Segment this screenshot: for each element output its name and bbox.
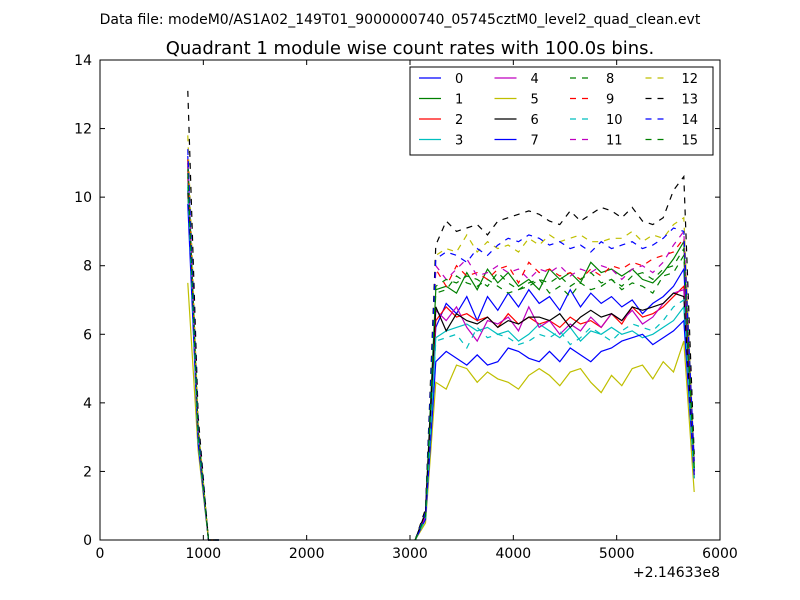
- series-line-11: [414, 229, 695, 541]
- series-line-10: [414, 298, 695, 541]
- series-line-2: [414, 284, 695, 541]
- legend-label-13: 13: [682, 93, 699, 108]
- series-line-7: [414, 319, 695, 541]
- series-line-3: [414, 305, 695, 541]
- legend-label-1: 1: [455, 93, 463, 108]
- series-line-9: [414, 236, 695, 541]
- y-tick-label: 2: [83, 464, 92, 480]
- y-tick-label: 10: [74, 190, 92, 206]
- series-line-15: [414, 246, 695, 541]
- legend-label-10: 10: [606, 113, 623, 128]
- series-line-6: [414, 292, 695, 541]
- legend-label-5: 5: [531, 93, 539, 108]
- y-tick-label: 4: [83, 396, 92, 412]
- series-line-12: [414, 216, 695, 541]
- legend-label-2: 2: [455, 113, 463, 128]
- series-layer: [187, 90, 695, 541]
- y-tick-label: 8: [83, 259, 92, 275]
- x-tick-label: 0: [96, 546, 105, 562]
- legend-label-7: 7: [531, 134, 539, 149]
- legend-label-4: 4: [531, 72, 539, 87]
- y-tick-label: 6: [83, 327, 92, 343]
- legend-box: [409, 66, 714, 156]
- series-line-8: [414, 253, 695, 541]
- legend-label-12: 12: [682, 72, 699, 87]
- series-line-5: [414, 340, 695, 541]
- legend-label-6: 6: [531, 113, 539, 128]
- series-line-0: [414, 267, 695, 541]
- x-axis-offset-label: +2.14633e8: [633, 565, 720, 581]
- x-tick-label: 6000: [702, 546, 738, 562]
- legend-label-8: 8: [606, 72, 614, 87]
- y-tick-label: 12: [74, 122, 92, 138]
- x-tick-label: 4000: [496, 546, 532, 562]
- legend-label-11: 11: [606, 134, 623, 149]
- data-file-suptitle: Data file: modeM0/AS1A02_149T01_90000007…: [100, 12, 701, 28]
- legend-label-14: 14: [682, 113, 699, 128]
- x-tick-label: 2000: [289, 546, 325, 562]
- chart-title: Quadrant 1 module wise count rates with …: [166, 38, 655, 59]
- y-tick-label: 14: [74, 53, 92, 69]
- legend-label-0: 0: [455, 72, 463, 87]
- series-line-14: [414, 227, 695, 541]
- series-line-1: [414, 239, 695, 541]
- legend-label-9: 9: [606, 93, 614, 108]
- x-tick-label: 1000: [186, 546, 222, 562]
- x-tick-label: 3000: [392, 546, 428, 562]
- legend-label-15: 15: [682, 134, 699, 149]
- y-tick-label: 0: [83, 533, 92, 549]
- legend-label-3: 3: [455, 134, 463, 149]
- x-tick-label: 5000: [599, 546, 635, 562]
